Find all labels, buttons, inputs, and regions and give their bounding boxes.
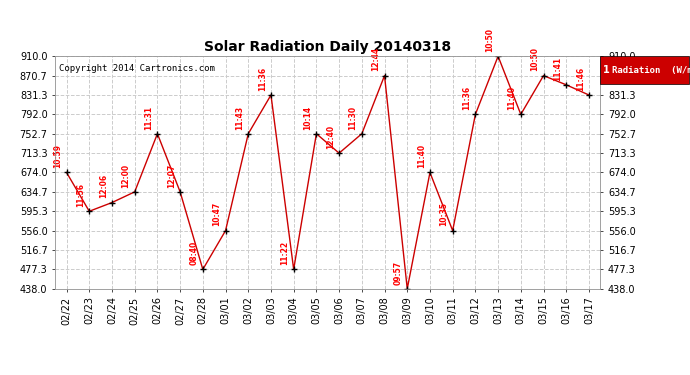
Text: 11:40: 11:40: [508, 86, 517, 110]
Text: 10:47: 10:47: [213, 202, 221, 226]
Title: Solar Radiation Daily 20140318: Solar Radiation Daily 20140318: [204, 40, 451, 54]
Text: 11:43: 11:43: [235, 105, 244, 130]
Text: 12:44: 12:44: [371, 47, 380, 72]
Text: 10:50: 10:50: [485, 28, 494, 52]
Text: 11:30: 11:30: [348, 105, 357, 130]
Text: Radiation  (W/m2): Radiation (W/m2): [612, 66, 690, 75]
Text: 08:40: 08:40: [190, 241, 199, 265]
Text: 11:40: 11:40: [417, 144, 426, 168]
Text: 09:57: 09:57: [394, 261, 403, 285]
Text: Copyright 2014 Cartronics.com: Copyright 2014 Cartronics.com: [59, 64, 215, 73]
Text: 11:31: 11:31: [144, 105, 153, 130]
Text: 12:06: 12:06: [99, 174, 108, 198]
Text: 1: 1: [603, 65, 610, 75]
Text: 11:36: 11:36: [258, 67, 267, 91]
Text: 12:07: 12:07: [167, 164, 176, 188]
Text: 10:50: 10:50: [531, 48, 540, 72]
Text: 11:46: 11:46: [575, 67, 585, 91]
Text: 10:35: 10:35: [440, 202, 449, 226]
Text: 12:00: 12:00: [121, 164, 130, 188]
Text: 10:59: 10:59: [53, 144, 62, 168]
Text: 10:14: 10:14: [303, 105, 313, 130]
Text: 12:40: 12:40: [326, 125, 335, 149]
Text: 11:56: 11:56: [76, 183, 85, 207]
Text: 11:41: 11:41: [553, 57, 562, 81]
Text: 11:36: 11:36: [462, 86, 471, 110]
Text: 11:22: 11:22: [281, 241, 290, 265]
